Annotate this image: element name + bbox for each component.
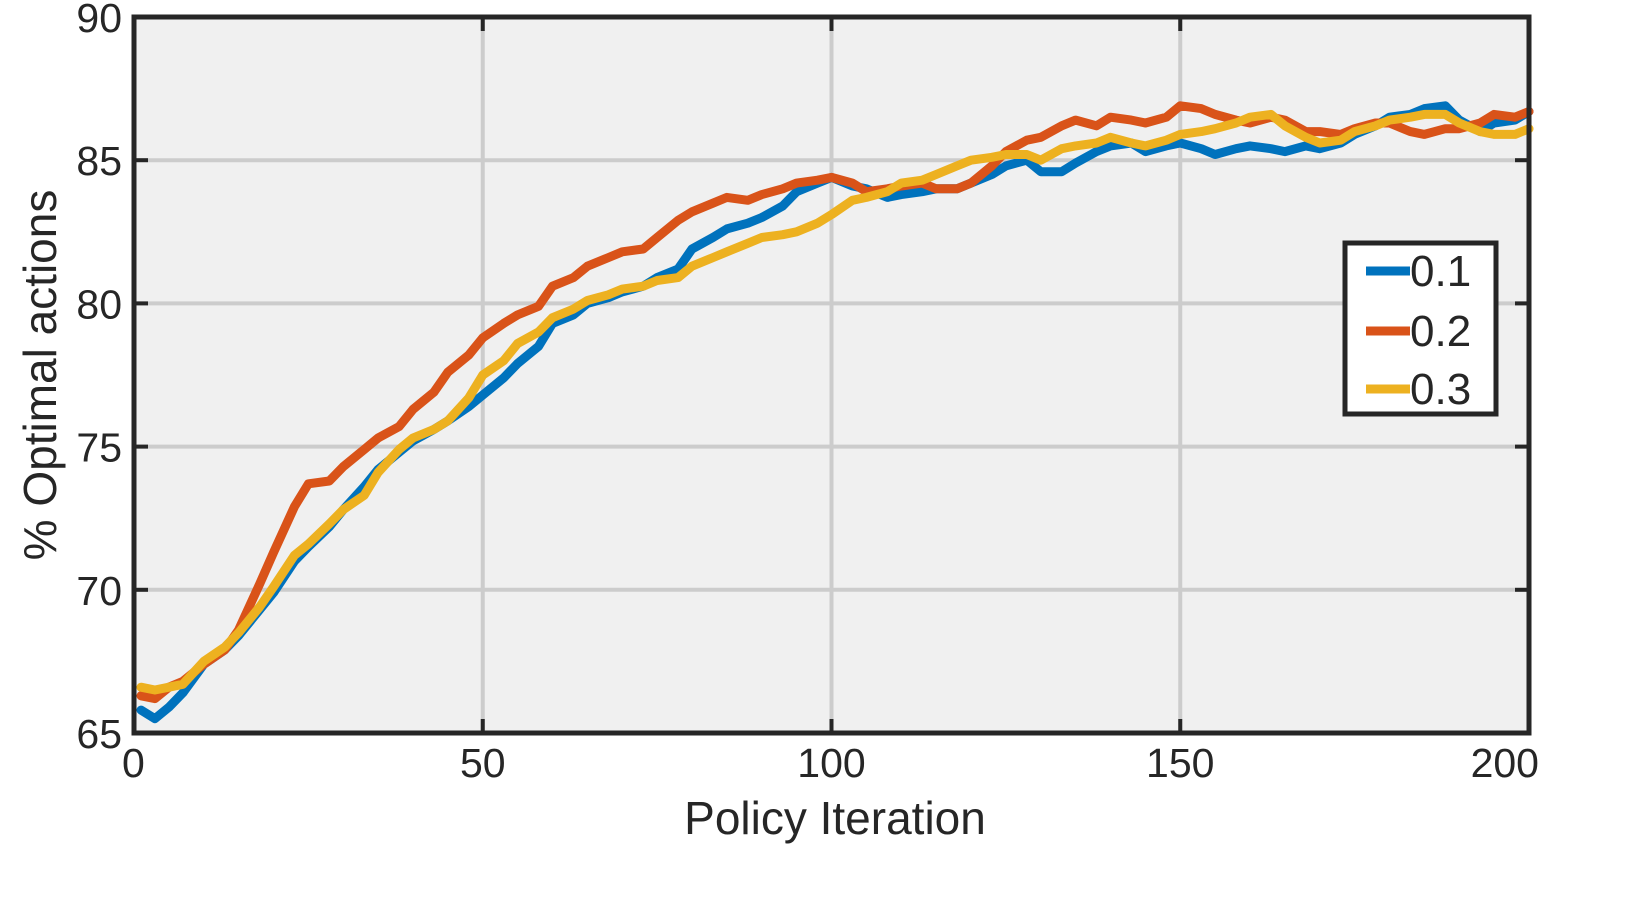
x-tick-label: 0 — [122, 740, 145, 786]
series-lines — [136, 101, 1534, 724]
y-tick-label: 75 — [76, 425, 122, 471]
legend-label: 0.3 — [1410, 365, 1471, 414]
axis-ticks: 0 50 100 150 200 65 70 75 80 85 90 — [76, 0, 1539, 786]
x-tick-label: 200 — [1471, 740, 1539, 786]
series-line-2 — [136, 101, 1534, 704]
y-tick-label: 85 — [76, 138, 122, 184]
x-axis-label: Policy Iteration — [684, 792, 986, 844]
y-tick-label: 70 — [76, 568, 122, 614]
legend-label: 0.2 — [1410, 307, 1471, 356]
series-line-3 — [136, 109, 1534, 695]
x-tick-label: 100 — [797, 740, 865, 786]
y-tick-label: 90 — [76, 0, 122, 41]
legend-label: 0.1 — [1410, 247, 1471, 296]
legend: 0.1 0.2 0.3 — [1342, 240, 1499, 417]
y-tick-label: 80 — [76, 281, 122, 327]
x-tick-label: 50 — [460, 740, 506, 786]
y-axis-label: % Optimal actions — [14, 190, 66, 561]
y-tick-label: 65 — [76, 711, 122, 757]
x-tick-label: 150 — [1146, 740, 1214, 786]
